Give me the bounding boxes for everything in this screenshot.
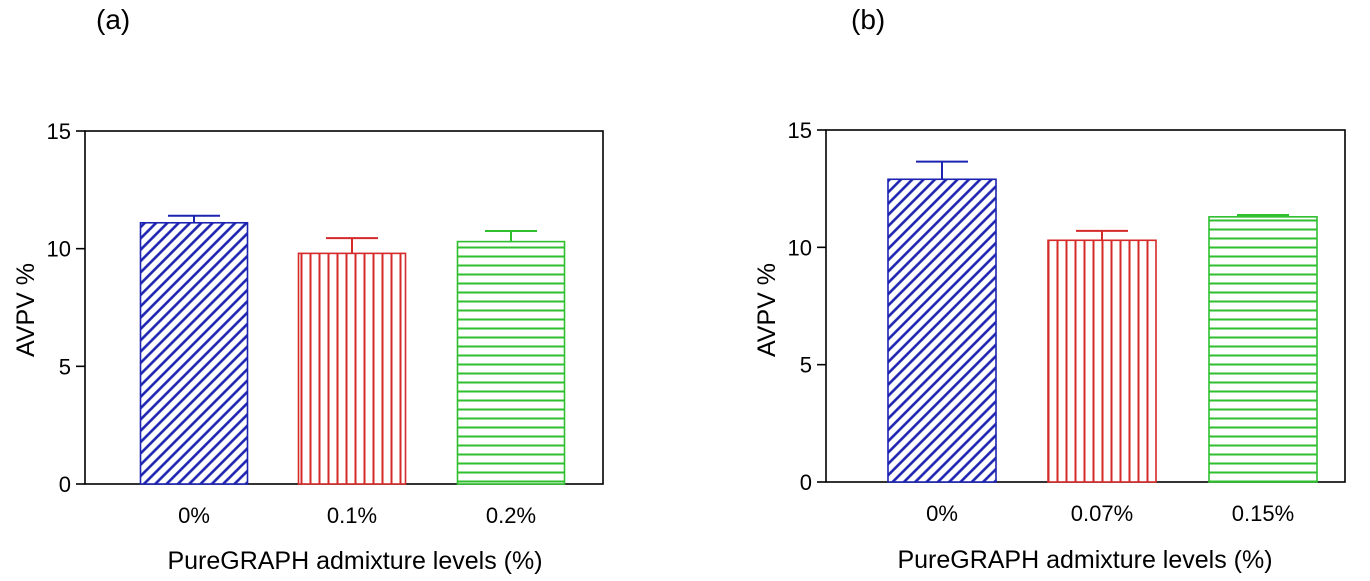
x-tick-label: 0.2%: [486, 503, 536, 528]
bars: [139, 214, 566, 485]
y-ticks: 0 5 10 15: [788, 118, 826, 495]
y-tick-label: 15: [47, 119, 71, 144]
bar: [456, 240, 566, 485]
bar: [1047, 239, 1157, 483]
x-ticks: 0% 0.1% 0.2%: [178, 503, 536, 528]
bar: [139, 221, 249, 485]
y-tick-label: 0: [800, 470, 812, 495]
panel-label: (b): [851, 4, 885, 35]
bar: [297, 252, 407, 485]
x-tick-label: 0%: [178, 503, 210, 528]
bar: [887, 178, 997, 483]
y-tick-label: 0: [59, 472, 71, 497]
x-tick-label: 0.1%: [327, 503, 377, 528]
panel-label: (a): [96, 4, 130, 35]
x-tick-label: 0%: [926, 501, 958, 526]
y-tick-label: 15: [788, 118, 812, 143]
x-axis-label: PureGRAPH admixture levels (%): [167, 547, 542, 575]
chart-panel-a: (a) 0 5 10 15 0% 0.1% 0.2% AVPV % PureGRAPH a…: [12, 4, 604, 575]
y-tick-label: 10: [788, 235, 812, 260]
bar: [1208, 216, 1318, 483]
y-tick-label: 5: [800, 353, 812, 378]
x-axis-label: PureGRAPH admixture levels (%): [897, 546, 1272, 574]
y-ticks: 0 5 10 15: [47, 119, 85, 497]
x-tick-label: 0.15%: [1232, 501, 1294, 526]
y-axis-label: AVPV %: [753, 263, 781, 357]
y-tick-label: 10: [47, 237, 71, 262]
y-tick-label: 5: [59, 354, 71, 379]
y-axis-label: AVPV %: [12, 263, 40, 357]
x-tick-label: 0.07%: [1071, 501, 1133, 526]
chart-panel-b: (b) 0 5 10 15 0% 0.07% 0.15% AVPV % PureGRAPH…: [753, 4, 1346, 574]
bars: [887, 160, 1318, 483]
x-ticks: 0% 0.07% 0.15%: [926, 501, 1294, 526]
